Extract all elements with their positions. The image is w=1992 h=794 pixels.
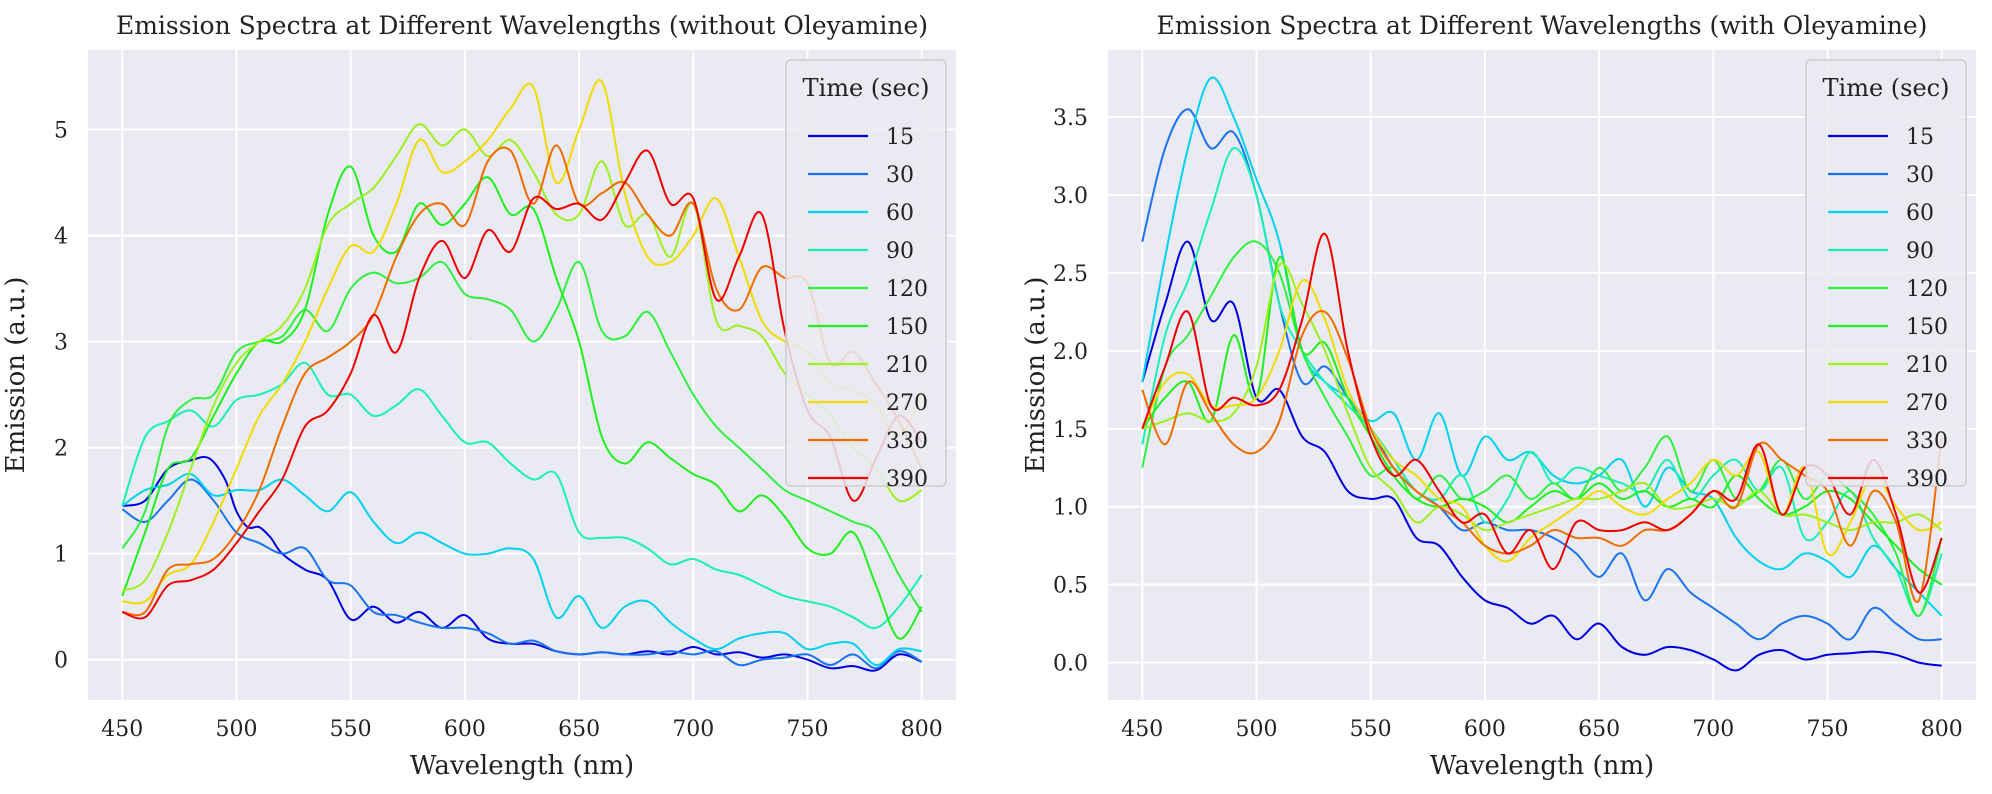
legend-label: 30 — [1906, 163, 1934, 188]
x-tick-label: 500 — [1235, 717, 1277, 742]
x-tick-label: 750 — [1807, 717, 1849, 742]
series-line-90 — [1141, 147, 1943, 617]
y-tick-label: 3.5 — [1053, 106, 1088, 131]
y-tick-label: 3.0 — [1053, 184, 1088, 209]
legend-label: 120 — [1906, 277, 1948, 302]
y-tick-label: 1 — [54, 543, 68, 568]
legend-title: Time (sec) — [1823, 74, 1950, 102]
legend-label: 90 — [886, 239, 914, 264]
chart-panel-1: 450 500 550 600 650 700 750 800 0 1 2 3 4 5 Emission S… — [1, 11, 956, 781]
legend-label: 390 — [1906, 467, 1948, 492]
chart-panel-2: 450 500 550 600 650 700 750 800 0.0 0.5 1.0 1.5 2.0 2… — [1021, 11, 1976, 781]
x-tick-label: 550 — [330, 717, 372, 742]
legend-title: Time (sec) — [803, 74, 930, 102]
legend-label: 330 — [1906, 429, 1948, 454]
x-tick-label: 450 — [1121, 717, 1163, 742]
x-tick-label: 500 — [215, 717, 257, 742]
y-axis-label: Emission (a.u.) — [1021, 277, 1051, 474]
y-tick-label: 4 — [54, 225, 68, 250]
series-line-150 — [1141, 256, 1943, 586]
series-group — [121, 79, 923, 672]
y-tick-label: 1.5 — [1053, 418, 1088, 443]
x-tick-label: 800 — [1921, 717, 1963, 742]
x-tick-label: 800 — [901, 717, 943, 742]
series-line-270 — [122, 79, 923, 605]
y-tick-label: 0.5 — [1053, 574, 1088, 599]
legend-label: 270 — [1906, 391, 1948, 416]
legend-label: 15 — [886, 125, 914, 150]
x-tick-label: 650 — [1578, 717, 1620, 742]
x-axis-label: Wavelength (nm) — [1430, 751, 1654, 781]
legend-label: 270 — [886, 391, 928, 416]
series-line-210 — [121, 123, 923, 592]
y-tick-label: 1.0 — [1053, 496, 1088, 521]
y-tick-label: 0.0 — [1053, 652, 1088, 677]
series-line-120 — [121, 260, 923, 613]
legend-label: 15 — [1906, 125, 1934, 150]
legend-label: 150 — [886, 315, 928, 340]
chart-title: Emission Spectra at Different Wavelength… — [1157, 11, 1928, 40]
series-line-60 — [121, 472, 922, 667]
y-axis-label: Emission (a.u.) — [1, 277, 31, 474]
series-line-120 — [1141, 240, 1943, 617]
x-tick-label: 600 — [444, 717, 486, 742]
x-tick-label: 450 — [101, 717, 143, 742]
legend-label: 210 — [1906, 353, 1948, 378]
series-line-330 — [1141, 310, 1943, 604]
legend-label: 30 — [886, 163, 914, 188]
legend-label: 390 — [886, 467, 928, 492]
y-tick-label: 0 — [54, 649, 68, 674]
legend-label: 210 — [886, 353, 928, 378]
legend-label: 90 — [1906, 239, 1934, 264]
legend-label: 60 — [886, 201, 914, 226]
x-tick-label: 550 — [1350, 717, 1392, 742]
legend-box — [785, 59, 947, 487]
series-line-210 — [1141, 262, 1943, 532]
legend-label: 120 — [886, 277, 928, 302]
chart-title: Emission Spectra at Different Wavelength… — [116, 11, 928, 40]
y-tick-label: 5 — [54, 119, 68, 144]
x-tick-label: 750 — [787, 717, 829, 742]
legend-label: 330 — [886, 429, 928, 454]
y-tick-label: 2.0 — [1053, 340, 1088, 365]
y-tick-label: 3 — [54, 331, 68, 356]
series-line-15 — [1141, 240, 1942, 672]
y-tick-label: 2 — [54, 437, 68, 462]
series-group — [1141, 76, 1943, 672]
x-tick-label: 700 — [672, 717, 714, 742]
series-line-30 — [121, 478, 923, 670]
x-tick-label: 600 — [1464, 717, 1506, 742]
legend-label: 60 — [1906, 201, 1934, 226]
x-tick-label: 650 — [558, 717, 600, 742]
x-axis-label: Wavelength (nm) — [410, 751, 634, 781]
y-tick-label: 2.5 — [1053, 262, 1088, 287]
legend-label: 150 — [1906, 315, 1948, 340]
legend: Time (sec) 15 30 60 90 120 150 210 270 330 390 — [1805, 59, 1967, 492]
legend-box — [1805, 59, 1967, 487]
series-line-15 — [122, 455, 923, 672]
series-line-90 — [121, 361, 923, 630]
legend: Time (sec) 15 30 60 90 120 150 210 270 330 390 — [785, 59, 947, 492]
series-line-60 — [1141, 76, 1943, 617]
x-tick-label: 700 — [1692, 717, 1734, 742]
